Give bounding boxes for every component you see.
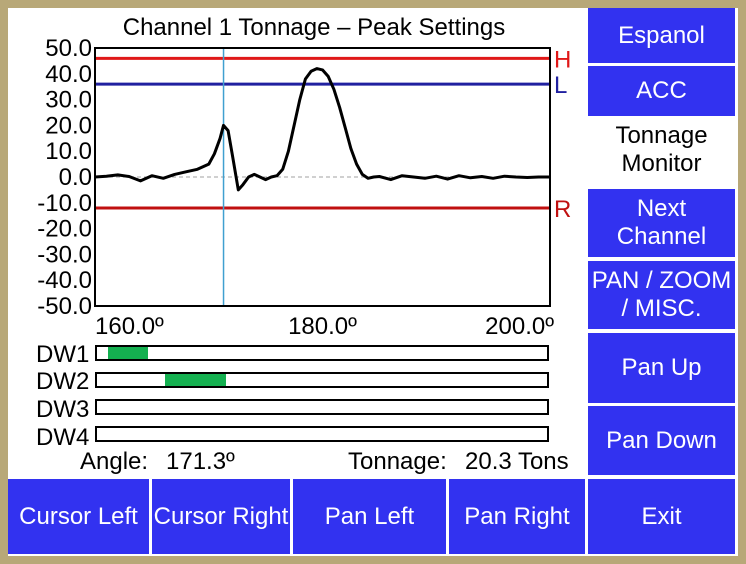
dw1-label: DW1 xyxy=(36,341,90,368)
y-tick-label: 40.0 xyxy=(45,61,92,88)
y-tick-label: 50.0 xyxy=(45,35,92,62)
limit-label-l: L xyxy=(554,72,567,99)
pan-right-button[interactable]: Pan Right xyxy=(449,479,585,554)
angle-value: 171.3º xyxy=(166,448,235,475)
pan-right-label: Pan Right xyxy=(464,502,570,530)
dw1-fill xyxy=(108,347,148,359)
exit-label: Exit xyxy=(641,502,682,530)
cursor-left-button[interactable]: Cursor Left xyxy=(8,479,149,554)
limit-labels: HL R xyxy=(554,46,571,223)
acc-label: ACC xyxy=(636,77,687,104)
pan-left-button[interactable]: Pan Left xyxy=(293,479,446,554)
dw2-fill xyxy=(164,374,227,386)
pan-down-label: Pan Down xyxy=(606,426,717,454)
tonnage-monitor-line2: Monitor xyxy=(621,150,702,177)
cursor-left-label: Cursor Left xyxy=(19,502,138,530)
x-tick-label: 200.0º xyxy=(485,313,554,340)
y-tick-label: -20.0 xyxy=(37,216,92,243)
espanol-button[interactable]: Espanol xyxy=(588,8,735,63)
y-axis-ticks: 50.040.030.020.010.00.0-10.0-20.0-30.0-4… xyxy=(37,35,92,320)
pan-left-label: Pan Left xyxy=(324,502,415,530)
dw1-bar xyxy=(95,345,549,361)
pan-zoom-line2: / MISC. xyxy=(621,295,702,322)
limit-label-r: R xyxy=(554,196,571,223)
y-tick-label: 20.0 xyxy=(45,112,92,139)
tonnage-label: Tonnage: xyxy=(348,448,447,475)
y-tick-label: -50.0 xyxy=(37,293,92,320)
y-tick-label: -10.0 xyxy=(37,190,92,217)
dw2-label: DW2 xyxy=(36,368,90,395)
dw4-bar xyxy=(95,426,549,442)
tonnage-monitor-label: Tonnage Monitor xyxy=(588,122,735,178)
x-tick-label: 160.0º xyxy=(95,313,164,340)
dw2-bar xyxy=(95,372,549,388)
exit-button[interactable]: Exit xyxy=(588,479,735,554)
next-channel-line2: Channel xyxy=(616,223,707,250)
next-channel-button[interactable]: Next Channel xyxy=(588,189,735,257)
y-tick-label: 0.0 xyxy=(59,164,92,191)
pan-down-button[interactable]: Pan Down xyxy=(588,406,735,475)
espanol-label: Espanol xyxy=(618,21,705,49)
y-tick-label: 10.0 xyxy=(45,138,92,165)
y-tick-label: -40.0 xyxy=(37,267,92,294)
dw3-bar xyxy=(95,399,549,415)
pan-zoom-misc-button[interactable]: PAN / ZOOM / MISC. xyxy=(588,261,735,329)
cursor-right-label: Cursor Right xyxy=(153,502,289,530)
pan-zoom-line1: PAN / ZOOM xyxy=(591,267,732,294)
pan-up-label: Pan Up xyxy=(621,354,702,381)
angle-label: Angle: xyxy=(80,448,149,475)
dw3-label: DW3 xyxy=(36,396,90,423)
x-axis-ticks: 160.0º 180.0º 200.0º xyxy=(95,313,554,340)
plot-frame xyxy=(94,47,551,307)
next-channel-line1: Next xyxy=(636,195,687,222)
limit-label-h: H xyxy=(554,46,571,73)
limit-lines xyxy=(95,56,550,210)
tonnage-value: 20.3 Tons xyxy=(465,448,569,475)
tonnage-monitor-line1: Tonnage xyxy=(615,122,708,149)
x-tick-label: 180.0º xyxy=(288,313,357,340)
y-tick-label: -30.0 xyxy=(37,241,92,268)
cursor-right-button[interactable]: Cursor Right xyxy=(152,479,290,554)
chart-title: Channel 1 Tonnage – Peak Settings xyxy=(122,14,506,41)
pan-up-button[interactable]: Pan Up xyxy=(588,333,735,403)
acc-button[interactable]: ACC xyxy=(588,66,735,116)
dw4-label: DW4 xyxy=(36,424,90,451)
y-tick-label: 30.0 xyxy=(45,87,92,114)
tonnage-curve xyxy=(94,67,550,192)
